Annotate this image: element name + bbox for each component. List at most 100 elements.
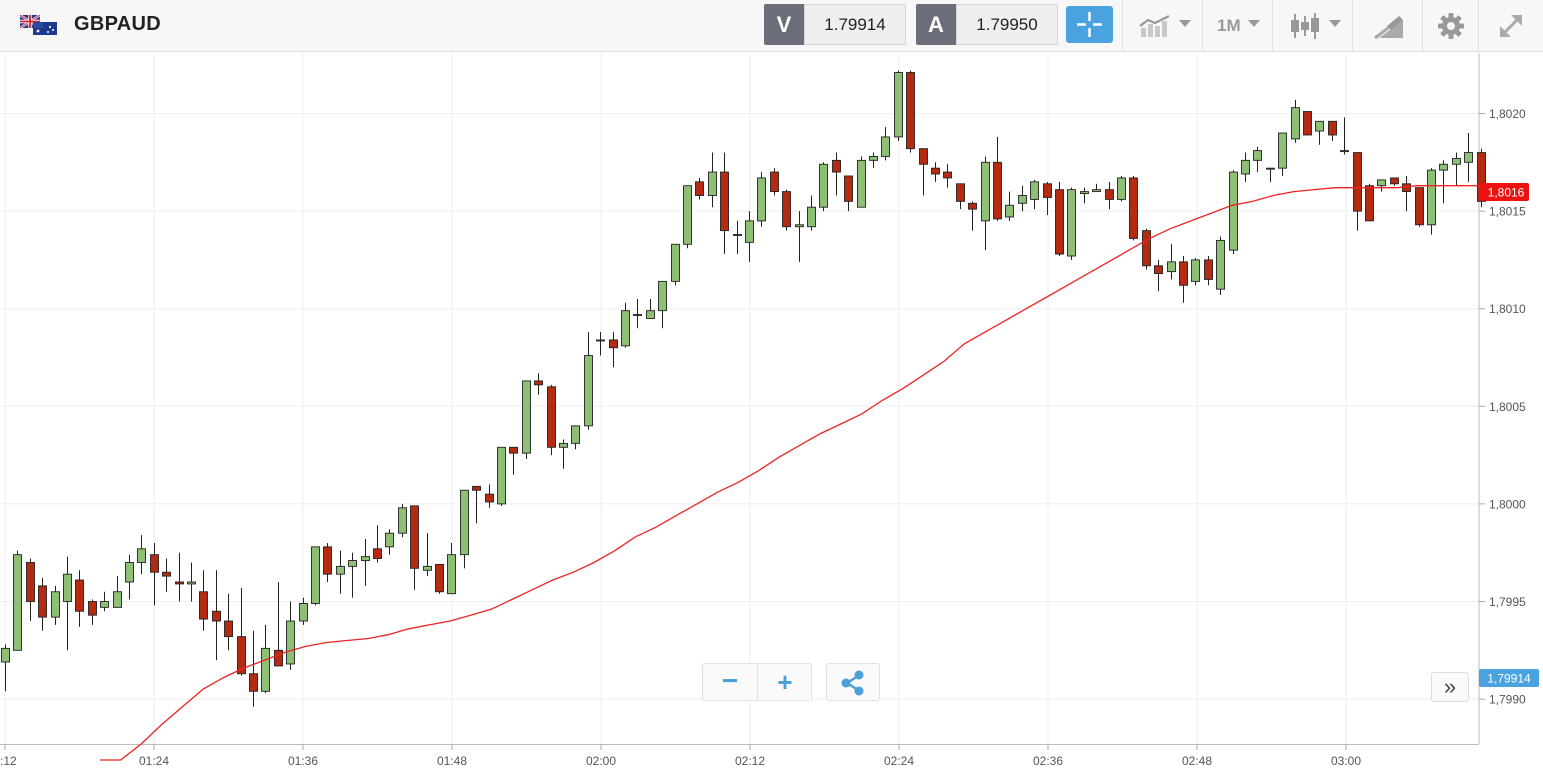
- candle-body-down: [199, 591, 208, 620]
- time-tick-label: :12: [0, 754, 17, 768]
- candle-body-up: [1427, 169, 1436, 226]
- candle-body-up: [1315, 120, 1324, 132]
- candle-body-up: [584, 355, 593, 427]
- line-chart-icon: [1139, 15, 1170, 37]
- candle-body-down: [162, 571, 171, 577]
- drawing-tools-button[interactable]: [1352, 0, 1423, 52]
- candle: [993, 136, 1002, 221]
- candle: [683, 185, 692, 249]
- candle-body-up: [819, 163, 828, 208]
- zoom-in-button[interactable]: +: [777, 667, 793, 697]
- candle-body-down: [1390, 177, 1399, 185]
- candle-body-down: [770, 171, 779, 193]
- candle: [299, 597, 308, 625]
- scroll-to-latest-button[interactable]: »: [1431, 672, 1469, 702]
- candle: [261, 624, 270, 694]
- time-tick-label: 01:24: [139, 754, 169, 768]
- candle: [708, 152, 717, 208]
- candle-body-down: [931, 167, 940, 175]
- candle: [485, 484, 494, 508]
- candle: [447, 542, 456, 595]
- candle: [844, 175, 853, 212]
- candle: [361, 539, 370, 586]
- time-tick-label: 02:48: [1182, 754, 1212, 768]
- crosshair-button[interactable]: [1066, 6, 1113, 43]
- candle: [534, 373, 543, 395]
- candle: [1291, 99, 1300, 143]
- candle-body-up: [361, 556, 370, 561]
- candle: [658, 280, 667, 329]
- candle: [943, 164, 952, 188]
- share-button[interactable]: [826, 663, 880, 701]
- price-tick-label: 1,8010: [1489, 302, 1526, 316]
- candle: [311, 546, 320, 606]
- candle: [733, 220, 742, 255]
- timeframe-dropdown[interactable]: 1M: [1202, 0, 1273, 52]
- candle-body-up: [807, 206, 816, 228]
- candle: [894, 70, 903, 141]
- candle-body-down: [249, 673, 258, 692]
- candle: [88, 599, 97, 625]
- candle-body-up: [894, 72, 903, 138]
- candle-body-down: [485, 493, 494, 503]
- zoom-controls: − +: [702, 663, 812, 701]
- candle-body-up: [385, 532, 394, 548]
- candle: [609, 332, 618, 368]
- candle-body-up: [1278, 132, 1287, 169]
- candle-body-up: [1, 647, 10, 663]
- candle-body-up: [596, 339, 605, 342]
- candle: [646, 298, 655, 319]
- candle: [1179, 256, 1188, 303]
- candle: [1390, 177, 1399, 186]
- candle: [51, 585, 60, 625]
- price-chart[interactable]: 1,8020 1,8015 1,8010 1,8005 1,8000 1,7995 1,79…: [0, 53, 1543, 780]
- candle: [137, 535, 146, 575]
- candle: [547, 384, 556, 456]
- candle: [1005, 191, 1014, 221]
- share-icon: [841, 670, 864, 696]
- candle: [323, 542, 332, 582]
- candle: [1055, 181, 1064, 257]
- expand-icon: [1499, 14, 1523, 38]
- candle: [410, 505, 419, 590]
- candle-body-down: [609, 339, 618, 349]
- candle: [857, 156, 866, 208]
- candle-body-down: [509, 446, 518, 454]
- time-axis: :12 01:24 01:36 01:48 02:00 02:12 02:24 02:36 02…: [0, 744, 1361, 768]
- candle-body-up: [1241, 159, 1250, 175]
- candle-body-up: [795, 224, 804, 228]
- candle-body-up: [51, 591, 60, 618]
- fullscreen-button[interactable]: [1478, 0, 1543, 52]
- chart-type-dropdown[interactable]: [1122, 0, 1203, 52]
- time-tick-label: 01:48: [437, 754, 467, 768]
- gear-icon: [1438, 13, 1464, 39]
- candle-body-up: [311, 546, 320, 604]
- candle: [931, 162, 940, 182]
- zoom-out-button[interactable]: −: [703, 664, 758, 700]
- candle: [981, 156, 990, 251]
- candle-body-up: [187, 581, 196, 585]
- candle-body-down: [844, 175, 853, 202]
- candle-style-dropdown[interactable]: [1272, 0, 1353, 52]
- candle: [1129, 175, 1138, 241]
- candle-body-down: [1129, 177, 1138, 239]
- settings-button[interactable]: [1422, 0, 1479, 52]
- candle-body-down: [1353, 152, 1362, 212]
- candle-body-up: [1253, 150, 1262, 161]
- candle: [1117, 175, 1126, 202]
- candle-body-down: [323, 546, 332, 575]
- candle: [38, 578, 47, 631]
- candle: [522, 380, 531, 460]
- candle: [509, 446, 518, 475]
- candle-body-up: [1191, 259, 1200, 282]
- candle-body-up: [708, 171, 717, 196]
- price-tick-label: 1,8005: [1489, 400, 1526, 414]
- candle: [435, 563, 444, 594]
- candle: [807, 195, 816, 231]
- candle-body-down: [1303, 111, 1312, 136]
- candle-body-down: [435, 563, 444, 593]
- candle-body-up: [1018, 195, 1027, 204]
- candle: [1427, 168, 1436, 235]
- candle-body-up: [1092, 189, 1101, 193]
- price-tick-label: 1,7995: [1489, 595, 1526, 609]
